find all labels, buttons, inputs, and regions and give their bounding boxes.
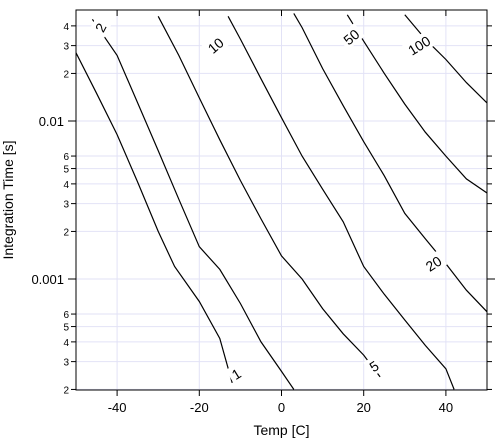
contour-lines <box>76 13 487 390</box>
contour-line-10 <box>227 16 455 390</box>
x-tick-label: 40 <box>439 400 453 415</box>
y-minor-tick-label: 2 <box>63 69 69 80</box>
contour-label-100: 100 <box>401 30 437 61</box>
contour-label-gap <box>201 31 230 59</box>
contour-label-gap <box>363 354 385 377</box>
y-minor-tick-label: 5 <box>63 165 69 176</box>
y-minor-tick-label: 4 <box>63 22 69 33</box>
contour-line-100 <box>404 14 487 104</box>
x-tick-label: -20 <box>190 400 209 415</box>
x-tick-label: -40 <box>108 400 127 415</box>
contour-label-gap <box>337 23 365 51</box>
contour-label-5: 5 <box>363 354 385 377</box>
x-axis-title: Temp [C] <box>253 422 309 438</box>
x-tick-label: 20 <box>356 400 370 415</box>
contour-label-20: 20 <box>419 250 448 277</box>
contour-label-gap <box>419 250 448 277</box>
y-minor-tick-label: 6 <box>63 152 69 163</box>
contour-line-1 <box>76 52 233 384</box>
contour-label-gap <box>89 17 112 38</box>
y-minor-tick-label: 3 <box>63 358 69 369</box>
contour-label-gap <box>225 362 247 385</box>
y-minor-tick-label: 2 <box>63 227 69 238</box>
y-minor-tick-label: 4 <box>63 338 69 349</box>
y-minor-tick-label: 4 <box>63 180 69 191</box>
contour-label-gap <box>401 30 437 61</box>
contour-label-10: 10 <box>201 31 230 59</box>
contour-line-2 <box>91 18 295 390</box>
y-axis-title: Integration Time [s] <box>0 140 16 259</box>
y-minor-tick-label: 3 <box>63 42 69 53</box>
y-minor-tick-label: 2 <box>63 385 69 396</box>
contour-label-50: 50 <box>337 23 365 51</box>
y-minor-tick-label: 5 <box>63 323 69 334</box>
y-major-tick-label: 0.001 <box>31 272 64 287</box>
contour-label-2: 2 <box>89 17 112 38</box>
y-minor-tick-label: 3 <box>63 200 69 211</box>
contour-label-text: 20 <box>423 253 445 275</box>
contour-line-20 <box>293 13 487 313</box>
grid-lines <box>76 10 487 390</box>
contour-labels: 2 10 50 100 20 5 1 <box>89 17 448 385</box>
contour-line-50 <box>346 14 487 194</box>
contour-line-5 <box>157 16 381 378</box>
contour-label-1: 1 <box>225 362 247 385</box>
y-major-tick-label: 0.01 <box>39 114 64 129</box>
axis-ticks: -40 -20 0 20 40 0.01 0.001 4 3 2 6 5 4 3 2 6 5 4 3 2 <box>31 10 495 415</box>
y-minor-tick-label: 6 <box>63 310 69 321</box>
x-tick-label: 0 <box>278 400 285 415</box>
